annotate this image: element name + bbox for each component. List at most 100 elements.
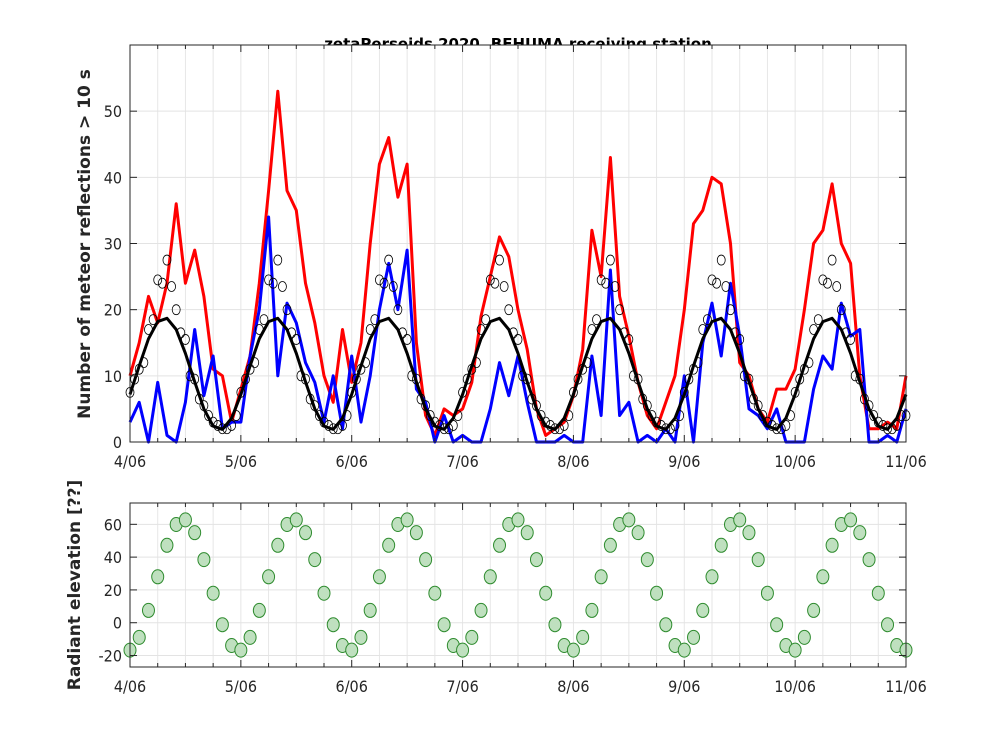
- data-point-open-circle: [185, 370, 195, 382]
- data-point-open-circle: [883, 423, 892, 435]
- data-point-open-circle: [319, 416, 329, 428]
- data-point-open-circle: [342, 410, 352, 421]
- data-point-radiant-elevation: [289, 512, 303, 528]
- data-point-open-circle: [707, 274, 717, 286]
- x-tick-label: 9/06: [668, 452, 700, 471]
- data-point-open-circle: [416, 393, 426, 405]
- data-point-open-circle: [222, 423, 232, 435]
- data-point-radiant-elevation: [262, 569, 276, 585]
- data-point-open-circle: [869, 410, 879, 421]
- data-point-radiant-elevation: [456, 642, 470, 658]
- data-point-open-circle: [841, 327, 851, 339]
- data-point-open-circle: [162, 254, 172, 266]
- y-tick-label: 40: [104, 548, 122, 567]
- data-point-open-circle: [213, 420, 223, 431]
- data-point-open-circle: [490, 277, 500, 289]
- data-point-open-circle: [832, 281, 842, 292]
- data-point-open-circle: [273, 254, 283, 266]
- data-point-open-circle: [601, 277, 611, 289]
- data-point-open-circle: [139, 357, 149, 369]
- data-point-open-circle: [615, 304, 625, 316]
- data-point-open-circle: [176, 327, 186, 339]
- data-point-radiant-elevation: [760, 585, 774, 601]
- data-point-radiant-elevation: [677, 642, 691, 658]
- data-point-open-circle: [236, 386, 246, 398]
- data-point-radiant-elevation: [807, 602, 821, 618]
- data-point-open-circle: [134, 363, 144, 375]
- data-point-open-circle: [836, 304, 846, 316]
- data-point-radiant-elevation: [659, 617, 673, 633]
- data-point-open-circle: [250, 357, 260, 369]
- top-y-axis-label: Number of meteor reflections > 10 s: [75, 69, 95, 419]
- data-point-open-circle: [850, 370, 860, 382]
- x-tick-label: 4/06: [114, 677, 146, 696]
- data-point-radiant-elevation: [428, 585, 442, 601]
- data-point-open-circle: [666, 423, 675, 435]
- data-point-radiant-elevation: [844, 512, 858, 528]
- data-point-open-circle: [375, 274, 384, 286]
- data-point-open-circle: [481, 314, 491, 325]
- data-point-open-circle: [365, 324, 375, 335]
- data-point-open-circle: [453, 410, 463, 421]
- data-point-radiant-elevation: [483, 569, 497, 585]
- data-point-open-circle: [652, 416, 661, 428]
- data-point-open-circle: [592, 314, 601, 325]
- data-point-open-circle: [573, 373, 583, 385]
- bottom-axes: 4/06 5/06 6/06 7/06 8/06 9/06 10/06 11/06 -20 0 20…: [98, 502, 927, 696]
- x-tick-label: 11/06: [885, 452, 926, 471]
- data-point-radiant-elevation: [132, 629, 146, 645]
- data-point-open-circle: [435, 420, 444, 431]
- x-tick-label: 6/06: [336, 452, 368, 471]
- data-point-open-circle: [564, 410, 574, 421]
- data-point-open-circle: [532, 400, 541, 412]
- data-point-open-circle: [684, 373, 694, 385]
- data-point-open-circle: [827, 254, 837, 266]
- y-tick-label: 20: [104, 581, 122, 600]
- data-point-open-circle: [855, 373, 865, 385]
- data-point-radiant-elevation: [640, 552, 654, 568]
- y-tick-label: 10: [104, 367, 122, 386]
- data-point-open-circle: [130, 373, 140, 385]
- data-point-radiant-elevation: [871, 585, 885, 601]
- data-point-open-circle: [555, 423, 564, 435]
- data-point-open-circle: [661, 423, 671, 435]
- data-point-radiant-elevation: [271, 537, 285, 553]
- data-point-radiant-elevation: [382, 537, 396, 553]
- data-point-open-circle: [398, 327, 407, 339]
- y-tick-label: 20: [104, 301, 122, 320]
- data-point-open-circle: [559, 420, 569, 431]
- data-point-open-circle: [846, 334, 855, 345]
- data-point-open-circle: [541, 416, 551, 428]
- data-point-radiant-elevation: [206, 585, 220, 601]
- data-point-open-circle: [324, 420, 334, 431]
- data-point-open-circle: [379, 277, 389, 289]
- data-point-open-circle: [670, 420, 680, 431]
- data-point-open-circle: [638, 393, 648, 405]
- x-tick-label: 9/06: [668, 677, 700, 696]
- data-point-open-circle: [393, 304, 403, 316]
- data-point-open-circle: [818, 274, 828, 286]
- data-point-radiant-elevation: [825, 537, 839, 553]
- data-point-radiant-elevation: [631, 525, 645, 541]
- data-point-radiant-elevation: [529, 552, 543, 568]
- y-tick-label: 50: [104, 102, 122, 121]
- data-point-radiant-elevation: [141, 602, 155, 618]
- data-point-open-circle: [633, 373, 643, 385]
- data-point-radiant-elevation: [197, 552, 211, 568]
- data-point-open-circle: [282, 304, 292, 316]
- data-point-radiant-elevation: [622, 512, 636, 528]
- data-point-radiant-elevation: [853, 525, 867, 541]
- data-point-open-circle: [421, 400, 431, 412]
- data-point-open-circle: [351, 373, 361, 385]
- data-point-open-circle: [772, 423, 782, 435]
- data-point-open-circle: [144, 324, 153, 335]
- data-point-open-circle: [495, 254, 504, 266]
- data-point-open-circle: [227, 420, 237, 431]
- data-point-open-circle: [605, 254, 615, 266]
- data-point-open-circle: [739, 370, 749, 382]
- data-point-open-circle: [698, 324, 708, 335]
- data-point-open-circle: [781, 420, 791, 431]
- data-point-open-circle: [199, 400, 209, 412]
- data-point-open-circle: [587, 324, 597, 335]
